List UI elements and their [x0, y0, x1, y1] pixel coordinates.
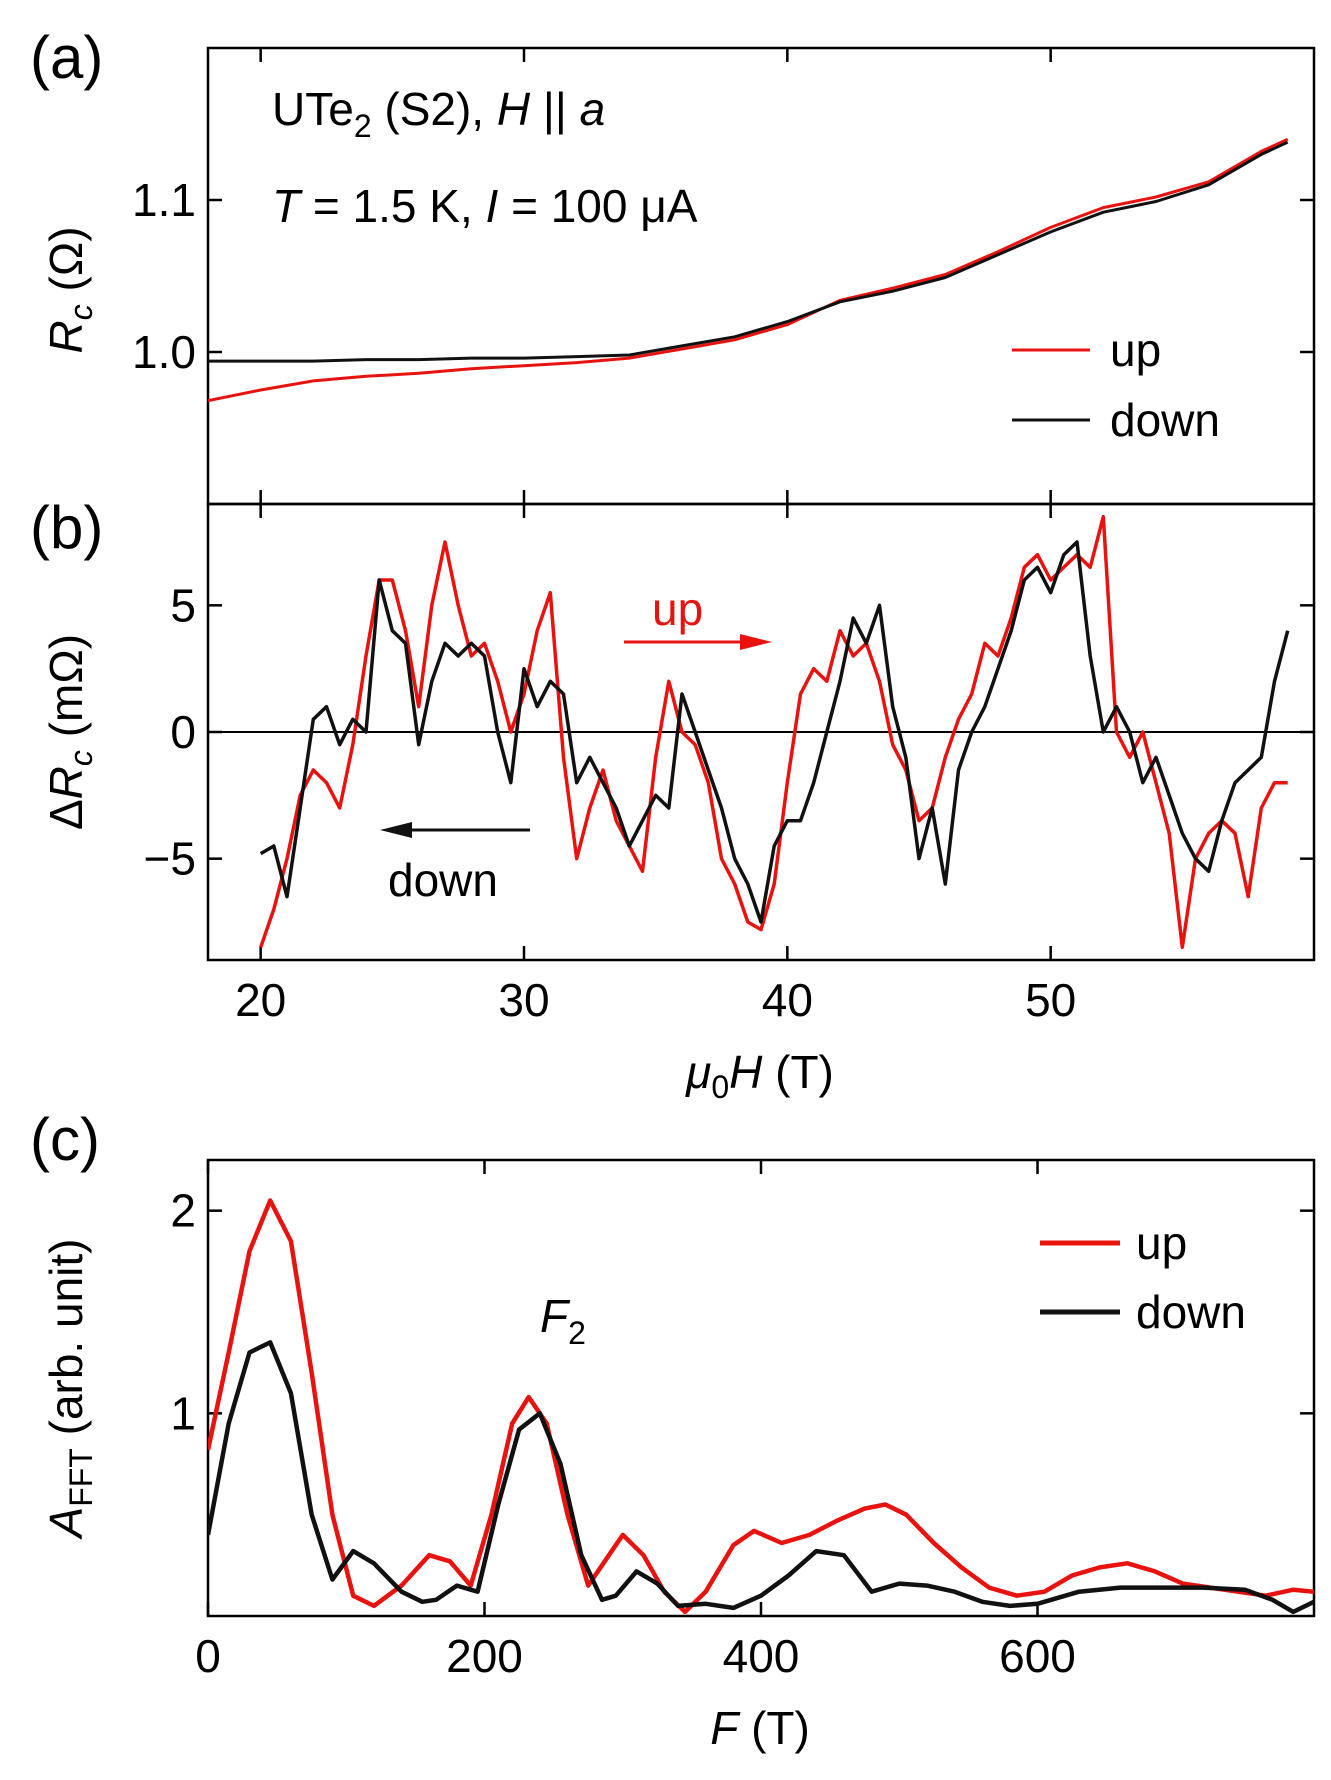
annot-h: H [497, 83, 531, 135]
panel-b-xtick-label-2: 40 [762, 974, 813, 1026]
annot-i-value: = 100 μA [498, 180, 697, 232]
panel-a-ticks: 1.0 1.1 [132, 48, 1314, 504]
panel-b-ticks: −5 0 5 20 30 40 50 [144, 504, 1314, 1026]
panel-b-xlabel: μ0H (T) [685, 1046, 834, 1105]
panel-b-arrow-up [624, 634, 772, 650]
panel-c-xtick-label-2: 400 [723, 1630, 800, 1682]
annot-parallel: || [530, 83, 579, 135]
panel-b-arrow-down [380, 822, 530, 838]
panel-a-series-up [208, 137, 1289, 403]
panel-c-ticks: 1 2 0 200 400 600 [170, 1160, 1314, 1682]
panel-b-ytick-label-0: −5 [144, 833, 196, 885]
ylabel-c-sub: FFT [63, 1448, 99, 1507]
xlabel-b-h: H [729, 1046, 763, 1098]
panel-a: (a) 1.0 1.1 UTe2 (S2), H || a T = 1.5 K, … [30, 24, 1316, 506]
panel-a-series-down [208, 140, 1289, 363]
panel-c: (c) 120 200 400 600 F2 up down AFFT (arb. u… [30, 1106, 1316, 1754]
legend-c-down-label: down [1136, 1286, 1246, 1338]
xlabel-c-unit: (T) [738, 1702, 810, 1754]
panel-c-label: (c) [30, 1106, 100, 1173]
panel-c-series-up [208, 1198, 1314, 1615]
panel-a-annotation-sample: UTe2 (S2), H || a [272, 83, 605, 144]
panel-c-annotation: F2 [540, 1290, 586, 1351]
annot-t: T [272, 180, 303, 232]
panel-c-ytick-label-1: 2 [170, 1185, 196, 1237]
ylabel-c-unit: (arb. unit) [40, 1239, 92, 1449]
panel-c-ytick-label-0: 1 [170, 1387, 196, 1439]
panel-b-series-down [259, 540, 1290, 924]
panel-b-xtick-label-3: 50 [1025, 974, 1076, 1026]
ylabel-b-r: R [40, 766, 92, 799]
panel-b-series-up [259, 514, 1288, 950]
panel-a-ytick-label-0: 1.0 [132, 326, 196, 378]
xlabel-c-f: F [710, 1702, 741, 1754]
panel-b-ytick-label-1: 0 [170, 706, 196, 758]
ylabel-b-sub: c [63, 750, 99, 766]
xlabel-b-unit: (T) [762, 1046, 834, 1098]
legend-a-up-label: up [1110, 324, 1161, 376]
panel-a-label: (a) [30, 24, 103, 91]
panel-a-ytick-label-1: 1.1 [132, 174, 196, 226]
panel-c-xtick-label-0: 0 [195, 1630, 221, 1682]
ylabel-c-a: A [40, 1507, 92, 1541]
panel-b-label: (b) [30, 494, 103, 561]
annot-f: F [540, 1290, 571, 1342]
arrow-up-head [740, 634, 772, 650]
annot-ute-sub: 2 [354, 108, 372, 144]
annot-i: I [486, 180, 499, 232]
panel-c-legend: up down [1040, 1217, 1246, 1338]
panel-b-ylabel: ΔRc (mΩ) [40, 634, 99, 830]
panel-b-arrow-up-label: up [652, 583, 703, 635]
ylabel-b-delta: Δ [40, 799, 92, 830]
panel-c-series [208, 1198, 1314, 1615]
panel-c-xtick-label-3: 600 [999, 1630, 1076, 1682]
arrow-down-head [380, 822, 412, 838]
annot-ute: UTe [272, 83, 354, 135]
panel-a-series [208, 137, 1289, 403]
legend-c-up-label: up [1136, 1217, 1187, 1269]
panel-c-xlabel: F (T) [710, 1702, 810, 1754]
panel-c-series-down [208, 1340, 1314, 1615]
panel-a-annotation-conditions: T = 1.5 K, I = 100 μA [272, 180, 698, 232]
panel-b-series [259, 514, 1290, 950]
legend-a-down-label: down [1110, 394, 1220, 446]
ylabel-a-unit: (Ω) [40, 226, 92, 304]
ylabel-a-sub: c [63, 304, 99, 320]
panel-b-arrow-down-label: down [388, 854, 498, 906]
annot-f-sub: 2 [568, 1315, 586, 1351]
panel-b-ytick-label-2: 5 [170, 579, 196, 631]
panel-c-xtick-label-1: 200 [446, 1630, 523, 1682]
xlabel-b-mu: μ [685, 1046, 711, 1098]
panel-a-ylabel: Rc (Ω) [40, 226, 99, 353]
panel-a-legend: up down [1012, 324, 1220, 446]
panel-b-xtick-label-1: 30 [498, 974, 549, 1026]
ylabel-b-unit: (mΩ) [40, 634, 92, 750]
annot-a: a [580, 83, 606, 135]
panel-c-ylabel: AFFT (arb. unit) [40, 1239, 99, 1541]
ylabel-a-r: R [40, 320, 92, 353]
annot-t-value: = 1.5 K, [300, 180, 485, 232]
panel-b-xtick-label-0: 20 [235, 974, 286, 1026]
annot-s2: (S2), [372, 83, 497, 135]
xlabel-b-sub: 0 [711, 1069, 729, 1105]
